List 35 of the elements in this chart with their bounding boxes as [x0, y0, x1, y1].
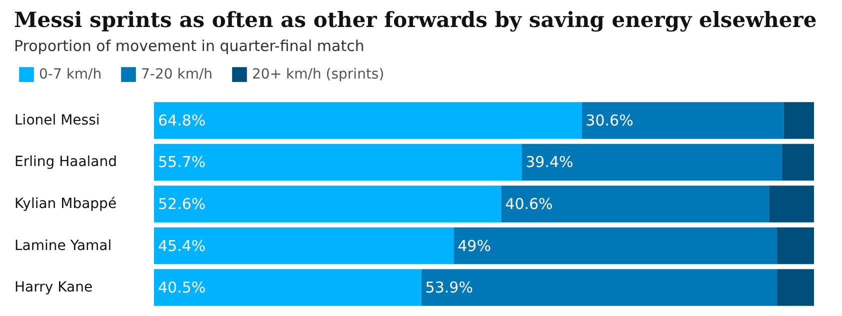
data-label: 49%: [458, 236, 491, 255]
legend-label: 20+ km/h (sprints): [252, 66, 384, 83]
y-tick-label: Erling Haaland: [14, 154, 118, 170]
data-label: 39.4%: [526, 153, 574, 172]
data-label: 30.6%: [586, 111, 634, 130]
y-tick-label: Lamine Yamal: [14, 238, 112, 254]
data-label: 52.6%: [158, 195, 206, 213]
data-label: 53.9%: [425, 278, 473, 297]
bar: [782, 144, 814, 181]
bar: [421, 269, 778, 306]
y-tick-label: Lionel Messi: [14, 112, 100, 128]
data-label: 45.4%: [158, 236, 206, 255]
bar: [501, 186, 770, 222]
chart-subtitle: Proportion of movement in quarter-final match: [14, 37, 364, 55]
bar: [769, 186, 814, 222]
y-tick-label: Kylian Mbappé: [14, 196, 117, 212]
bar: [154, 227, 454, 264]
bar: [154, 102, 582, 139]
bar: [777, 227, 814, 264]
data-label: 40.6%: [505, 195, 553, 213]
legend-label: 7-20 km/h: [141, 66, 213, 83]
legend-label: 0-7 km/h: [39, 66, 102, 83]
data-label: 40.5%: [158, 278, 206, 297]
bar: [582, 102, 784, 139]
bar: [454, 227, 778, 264]
chart-title: Messi sprints as often as other forwards by saving energy elsewhere: [14, 7, 817, 32]
bar: [154, 186, 502, 222]
y-tick-label: Harry Kane: [14, 280, 93, 296]
data-label: 64.8%: [158, 111, 206, 130]
data-label: 55.7%: [158, 153, 206, 172]
bar: [777, 269, 814, 306]
bar: [522, 144, 782, 181]
bar: [784, 102, 814, 139]
bar: [154, 144, 522, 181]
bar: [154, 269, 422, 306]
